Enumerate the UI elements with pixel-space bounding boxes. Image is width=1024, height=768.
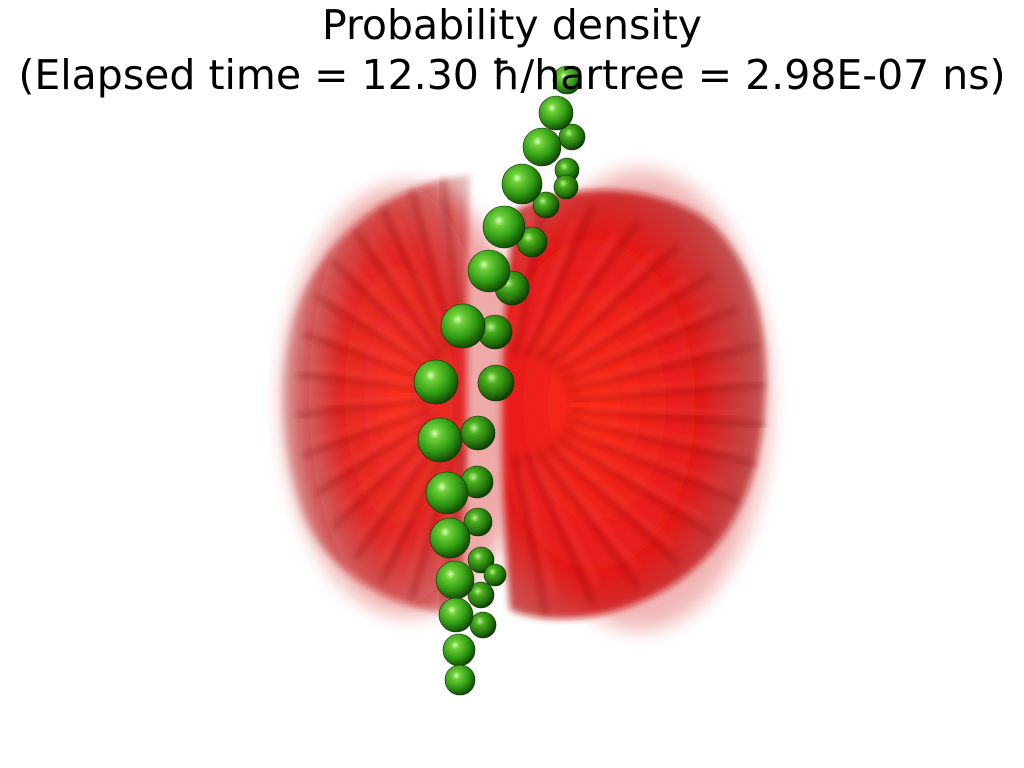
atom-sphere [460, 415, 496, 451]
density-ridge-highlight [381, 448, 443, 562]
density-ridge [331, 260, 438, 364]
density-ridge-highlight [558, 449, 673, 546]
density-ridge [546, 244, 680, 368]
density-ridge-highlight [572, 307, 714, 375]
atom-sphere [442, 633, 476, 667]
density-ridge [566, 417, 757, 467]
density-ridge [568, 407, 767, 428]
density-ridge [561, 426, 739, 504]
density-ridge [302, 332, 431, 383]
density-ridge-highlight [582, 406, 745, 416]
density-ridge-highlight [331, 294, 426, 364]
density-ridge [566, 343, 757, 393]
atom-sphere [425, 471, 469, 515]
atom-sphere [501, 163, 543, 205]
density-ridge-highlight [578, 340, 732, 386]
density-ridge-highlight [568, 440, 703, 518]
density-ridge [354, 230, 444, 357]
density-ridges-right [511, 194, 767, 616]
density-ridge-highlight [395, 218, 448, 339]
atom-sphere [429, 517, 471, 559]
atom-sphere [435, 560, 475, 600]
density-ridge [546, 442, 680, 566]
atom-sphere [552, 65, 582, 95]
atom-sphere [444, 664, 476, 696]
atom-sphere [522, 127, 562, 167]
density-ridge [380, 206, 451, 351]
density-ridge-highlight [580, 418, 739, 452]
atom-sphere [477, 364, 515, 402]
density-lobe-right [502, 170, 770, 630]
atom-sphere [440, 303, 486, 349]
atom-sphere [417, 417, 463, 463]
density-ridge-highlight [563, 277, 688, 365]
density-ridge [524, 204, 596, 357]
density-ridge [380, 439, 451, 584]
density-ridge-highlight [540, 232, 618, 350]
density-ridge-highlight [370, 238, 439, 345]
atom-sphere [438, 597, 474, 633]
density-ridge [302, 407, 431, 458]
atom-sphere [483, 563, 507, 587]
density-ridge [568, 382, 767, 403]
atom-sphere [538, 95, 574, 131]
density-ridge [554, 273, 713, 375]
density-ridge-highlight [324, 420, 424, 478]
atom-sphere [532, 191, 560, 219]
density-ridge-highlight [339, 431, 429, 510]
density-ridge [512, 455, 549, 616]
density-ridge [512, 194, 549, 355]
density-ridge [536, 448, 640, 589]
atom-chain-front [413, 65, 582, 696]
density-ridge-highlight [315, 408, 421, 443]
density-ridge-highlight [576, 429, 725, 486]
density-ridge-highlight [312, 365, 420, 388]
density-ridge-highlight [311, 396, 420, 406]
density-ridge-highlight [319, 328, 422, 375]
density-ridge [554, 435, 713, 537]
atom-sphere [463, 507, 493, 537]
density-ridge-highlight [349, 264, 432, 354]
atom-sphere [482, 205, 526, 249]
density-ridge [314, 294, 434, 373]
atom-sphere [469, 611, 497, 639]
atom-sphere [553, 174, 579, 200]
atom-sphere [467, 546, 495, 574]
density-ridge-highlight [358, 440, 435, 539]
density-ridge-highlight [553, 252, 656, 357]
density-ridge-highlight [519, 466, 556, 596]
density-ridge [524, 453, 596, 606]
atom-sphere [558, 123, 586, 151]
density-ridge [314, 417, 434, 496]
density-ridge [296, 397, 429, 418]
density-ridge [561, 306, 739, 384]
density-ridge-highlight [526, 218, 576, 345]
density-ridge-highlight [534, 463, 599, 586]
atom-sphere [413, 359, 459, 405]
density-ridge-highlight [547, 457, 639, 568]
atom-sphere [467, 581, 495, 609]
atom-chain-back [460, 123, 586, 639]
atom-sphere [467, 249, 511, 293]
density-ridge [296, 372, 429, 393]
density-ridge-highlight [582, 375, 743, 398]
density-ridge [536, 221, 640, 362]
